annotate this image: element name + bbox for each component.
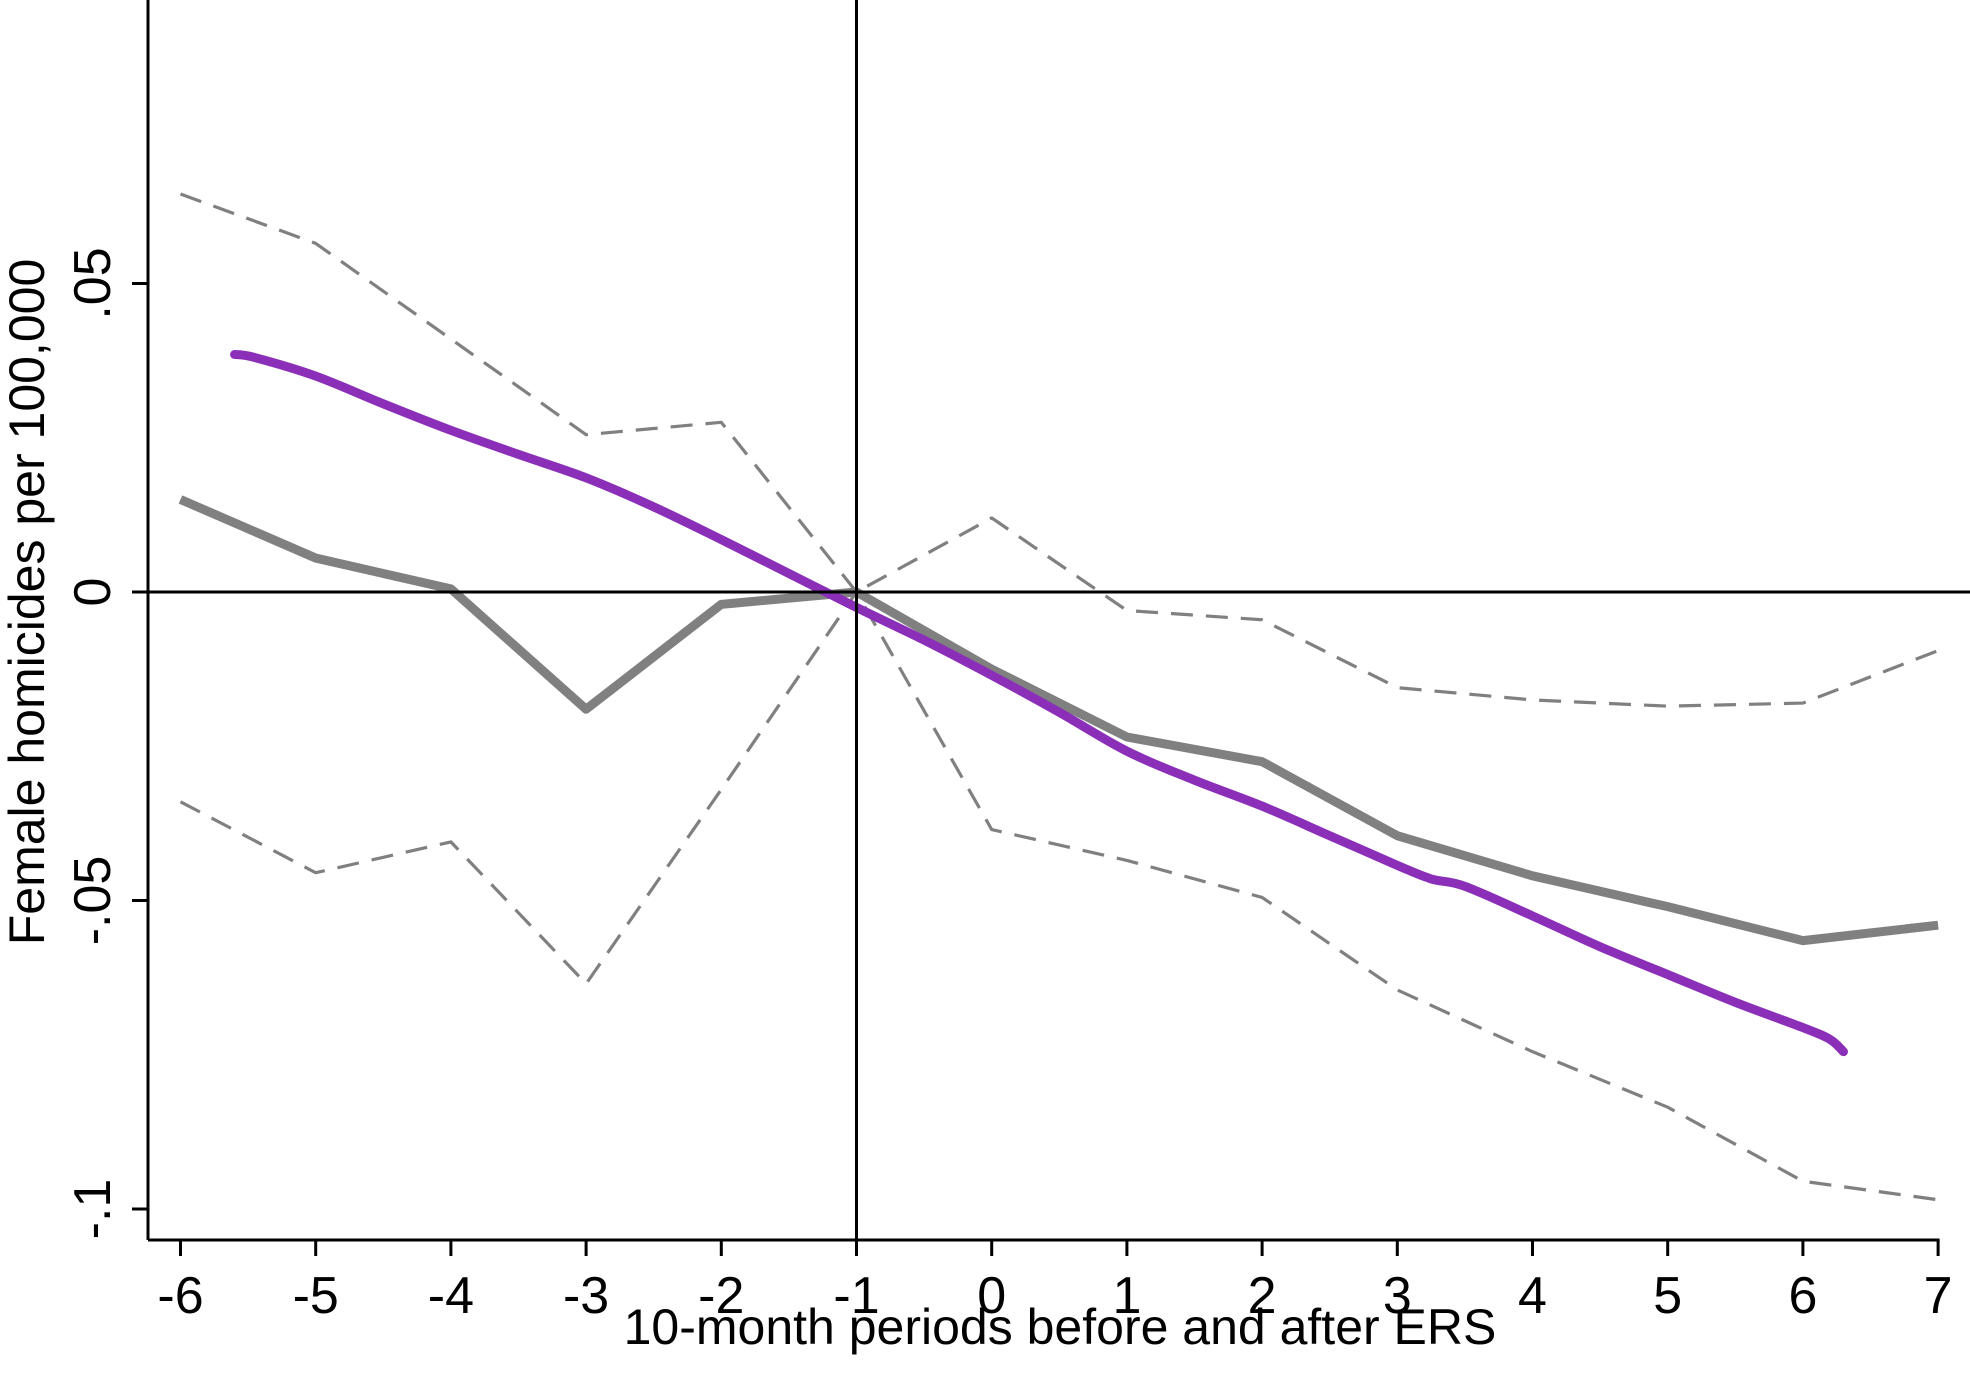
x-tick-label: 4 [1518,1267,1547,1325]
series-confidence-bound-1 [179,192,1939,708]
x-tick-label: -1 [833,1267,879,1325]
x-tick-label: 0 [977,1267,1006,1325]
x-axis-title: 10-month periods before and after ERS [624,1299,1497,1355]
y-tick-label: -.1 [64,1179,122,1240]
series-estimates-0 [178,495,1939,946]
x-tick-label: 5 [1653,1267,1682,1325]
series-confidence-bound-2 [179,590,1939,1202]
x-tick-label: 6 [1788,1267,1817,1325]
x-tick-label: 3 [1383,1267,1412,1325]
y-tick-label: 0 [64,578,122,607]
y-axis-ticks: .05 0 -.05 -.1 [64,247,148,1239]
x-tick-label: -4 [428,1267,474,1325]
x-axis-ticks: -6 -5 -4 -3 -2 -1 0 1 2 3 4 5 6 7 [157,1240,1953,1325]
y-axis-title: Female homicides per 100,000 [0,259,55,946]
x-tick-label: 1 [1112,1267,1141,1325]
y-tick-label: .05 [64,247,122,319]
y-tick-label: -.05 [64,856,122,946]
series-fitted-trend-3 [230,349,1848,1057]
axes [146,0,1970,1242]
x-tick-label: -2 [698,1267,744,1325]
x-tick-label: 2 [1248,1267,1277,1325]
x-tick-label: -6 [157,1267,203,1325]
x-tick-label: 7 [1924,1267,1953,1325]
x-tick-label: -3 [563,1267,609,1325]
x-tick-label: -5 [293,1267,339,1325]
plot-lines [178,192,1939,1202]
